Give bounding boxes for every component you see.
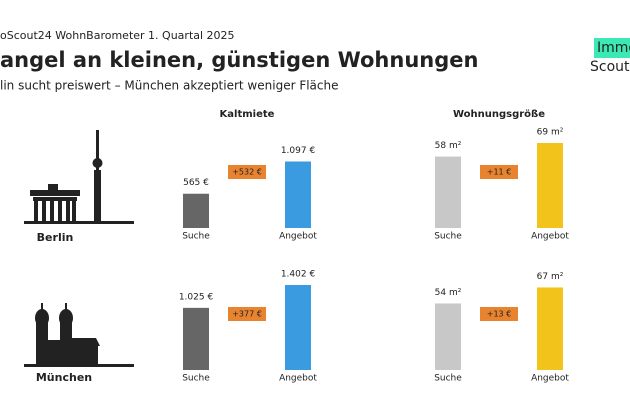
annotation: +532 € — [232, 168, 262, 177]
annotation-box — [480, 307, 518, 321]
logo-bottom: Scout — [590, 59, 630, 75]
value-label: 1.402 € — [281, 270, 316, 280]
title: angel an kleinen, günstigen Wohnungen — [0, 48, 478, 72]
munich-icon — [24, 303, 134, 367]
logo-box — [594, 38, 630, 58]
category-label: Angebot — [279, 232, 317, 242]
bar — [183, 193, 209, 228]
category-label: Suche — [182, 374, 210, 384]
city-label: Berlin — [37, 231, 74, 244]
city-label: München — [36, 371, 92, 384]
value-label: 1.025 € — [179, 292, 214, 302]
bar — [435, 303, 461, 370]
column-title: Wohnungsgröße — [453, 109, 545, 120]
bar — [537, 287, 563, 370]
annotation-box — [480, 165, 518, 179]
annotation: +13 € — [487, 310, 512, 319]
category-label: Angebot — [279, 374, 317, 384]
annotation-box — [228, 165, 266, 179]
bar — [537, 143, 563, 228]
category-label: Angebot — [531, 232, 569, 242]
value-label: 54 m² — [435, 288, 462, 298]
value-label: 58 m² — [435, 141, 462, 151]
kicker: oScout24 WohnBarometer 1. Quartal 2025 — [0, 29, 235, 42]
bar — [183, 307, 209, 370]
value-label: 565 € — [183, 178, 209, 188]
bar — [285, 285, 311, 370]
value-label: 1.097 € — [281, 146, 316, 156]
berlin-icon — [24, 130, 134, 224]
annotation-box — [228, 307, 266, 321]
value-label: 69 m² — [537, 128, 564, 138]
annotation: +377 € — [232, 310, 262, 319]
subtitle: lin sucht preiswert – München akzeptiert… — [0, 79, 339, 93]
category-label: Angebot — [531, 374, 569, 384]
bar — [435, 156, 461, 228]
logo-top: Immo — [597, 40, 630, 56]
annotation: +11 € — [487, 168, 512, 177]
category-label: Suche — [182, 232, 210, 242]
value-label: 67 m² — [537, 272, 564, 282]
column-title: Kaltmiete — [220, 109, 275, 120]
bar — [285, 161, 311, 228]
category-label: Suche — [434, 374, 462, 384]
category-label: Suche — [434, 232, 462, 242]
